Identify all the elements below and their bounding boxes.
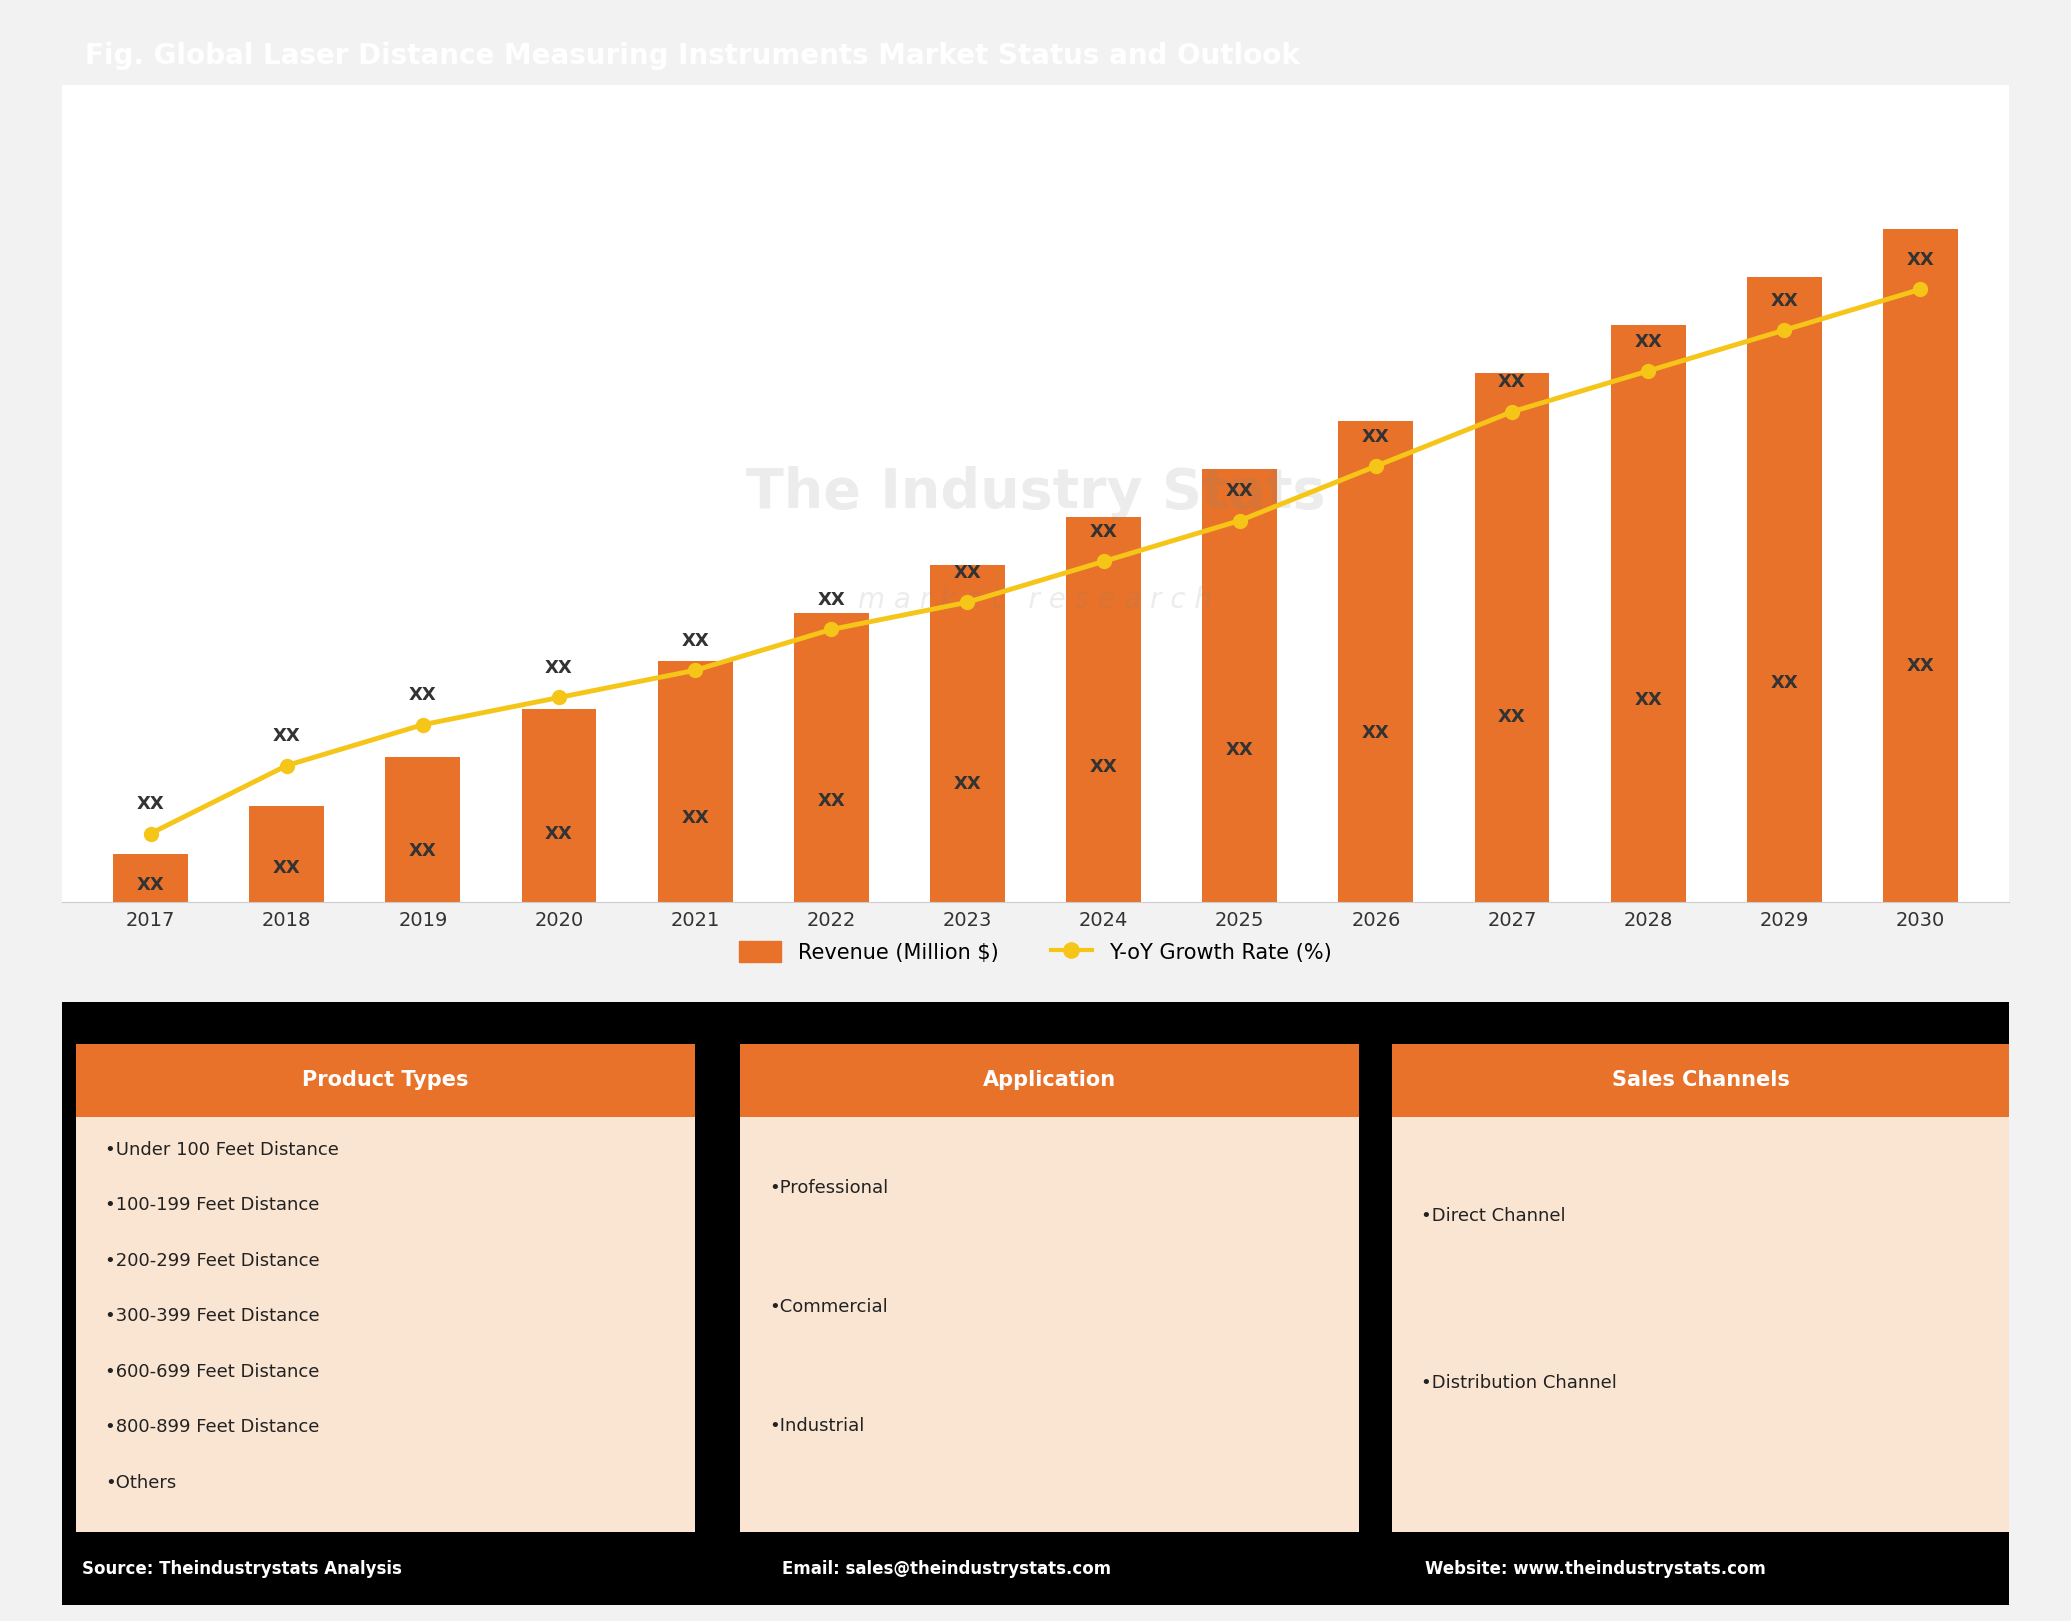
Text: •Distribution Channel: •Distribution Channel — [1421, 1373, 1617, 1392]
Text: •Direct Channel: •Direct Channel — [1421, 1208, 1566, 1225]
Text: XX: XX — [953, 564, 982, 582]
Text: XX: XX — [1089, 759, 1118, 776]
Text: XX: XX — [1226, 741, 1253, 759]
FancyBboxPatch shape — [739, 1117, 1359, 1532]
Legend: Revenue (Million $), Y-oY Growth Rate (%): Revenue (Million $), Y-oY Growth Rate (%… — [729, 930, 1342, 973]
Text: •Industrial: •Industrial — [768, 1417, 864, 1435]
Text: XX: XX — [545, 825, 574, 843]
Text: Fig. Global Laser Distance Measuring Instruments Market Status and Outlook: Fig. Global Laser Distance Measuring Ins… — [85, 42, 1301, 70]
Text: XX: XX — [1634, 691, 1663, 708]
Text: Email: sales@theindustrystats.com: Email: sales@theindustrystats.com — [783, 1559, 1112, 1577]
Text: •600-699 Feet Distance: •600-699 Feet Distance — [106, 1363, 319, 1381]
Text: XX: XX — [137, 875, 164, 893]
Text: •100-199 Feet Distance: •100-199 Feet Distance — [106, 1196, 319, 1214]
Bar — [1203, 470, 1278, 901]
Text: XX: XX — [1497, 708, 1526, 726]
FancyBboxPatch shape — [62, 1002, 2009, 1605]
Text: Website: www.theindustrystats.com: Website: www.theindustrystats.com — [1425, 1559, 1767, 1577]
Text: •Professional: •Professional — [768, 1178, 888, 1196]
FancyBboxPatch shape — [1392, 1117, 2011, 1532]
Text: XX: XX — [1497, 373, 1526, 391]
Text: XX: XX — [818, 592, 845, 609]
Text: XX: XX — [408, 843, 437, 861]
Text: XX: XX — [273, 859, 300, 877]
Text: Application: Application — [982, 1070, 1116, 1091]
Bar — [1883, 229, 1957, 901]
Bar — [1611, 326, 1686, 901]
Text: XX: XX — [1363, 725, 1390, 742]
Text: XX: XX — [681, 809, 708, 827]
FancyBboxPatch shape — [1392, 1044, 2011, 1117]
Bar — [930, 566, 1004, 901]
Text: •Under 100 Feet Distance: •Under 100 Feet Distance — [106, 1141, 340, 1159]
Bar — [1475, 373, 1549, 901]
Text: XX: XX — [1634, 332, 1663, 350]
Bar — [793, 613, 868, 901]
Text: The Industry Stats: The Industry Stats — [746, 467, 1325, 520]
Text: Product Types: Product Types — [302, 1070, 468, 1091]
Text: •Commercial: •Commercial — [768, 1298, 888, 1316]
Text: •800-899 Feet Distance: •800-899 Feet Distance — [106, 1418, 319, 1436]
Text: XX: XX — [1907, 251, 1934, 269]
Text: XX: XX — [1226, 481, 1253, 501]
Bar — [114, 854, 188, 901]
Text: Sales Channels: Sales Channels — [1613, 1070, 1789, 1091]
FancyBboxPatch shape — [77, 1117, 694, 1532]
FancyBboxPatch shape — [739, 1044, 1359, 1117]
Bar — [385, 757, 460, 901]
Text: XX: XX — [273, 728, 300, 746]
FancyBboxPatch shape — [77, 1044, 694, 1117]
Bar — [249, 806, 325, 901]
Text: XX: XX — [818, 791, 845, 810]
Text: •Others: •Others — [106, 1473, 176, 1491]
Text: •300-399 Feet Distance: •300-399 Feet Distance — [106, 1307, 319, 1326]
Text: m a r k e t   r e s e a r c h: m a r k e t r e s e a r c h — [859, 585, 1212, 613]
Bar — [1067, 517, 1141, 901]
Text: XX: XX — [681, 632, 708, 650]
Bar — [659, 661, 733, 901]
Text: XX: XX — [137, 796, 164, 814]
FancyBboxPatch shape — [62, 1532, 2009, 1605]
Text: XX: XX — [1771, 674, 1798, 692]
Text: XX: XX — [953, 775, 982, 793]
Text: XX: XX — [545, 660, 574, 678]
Bar — [1338, 421, 1412, 901]
Text: •200-299 Feet Distance: •200-299 Feet Distance — [106, 1251, 319, 1269]
Text: XX: XX — [408, 686, 437, 704]
Text: Source: Theindustrystats Analysis: Source: Theindustrystats Analysis — [81, 1559, 402, 1577]
Bar — [522, 710, 596, 901]
Text: XX: XX — [1363, 428, 1390, 446]
Text: XX: XX — [1907, 657, 1934, 676]
Text: XX: XX — [1771, 292, 1798, 310]
Text: XX: XX — [1089, 524, 1118, 541]
Bar — [1746, 277, 1822, 901]
